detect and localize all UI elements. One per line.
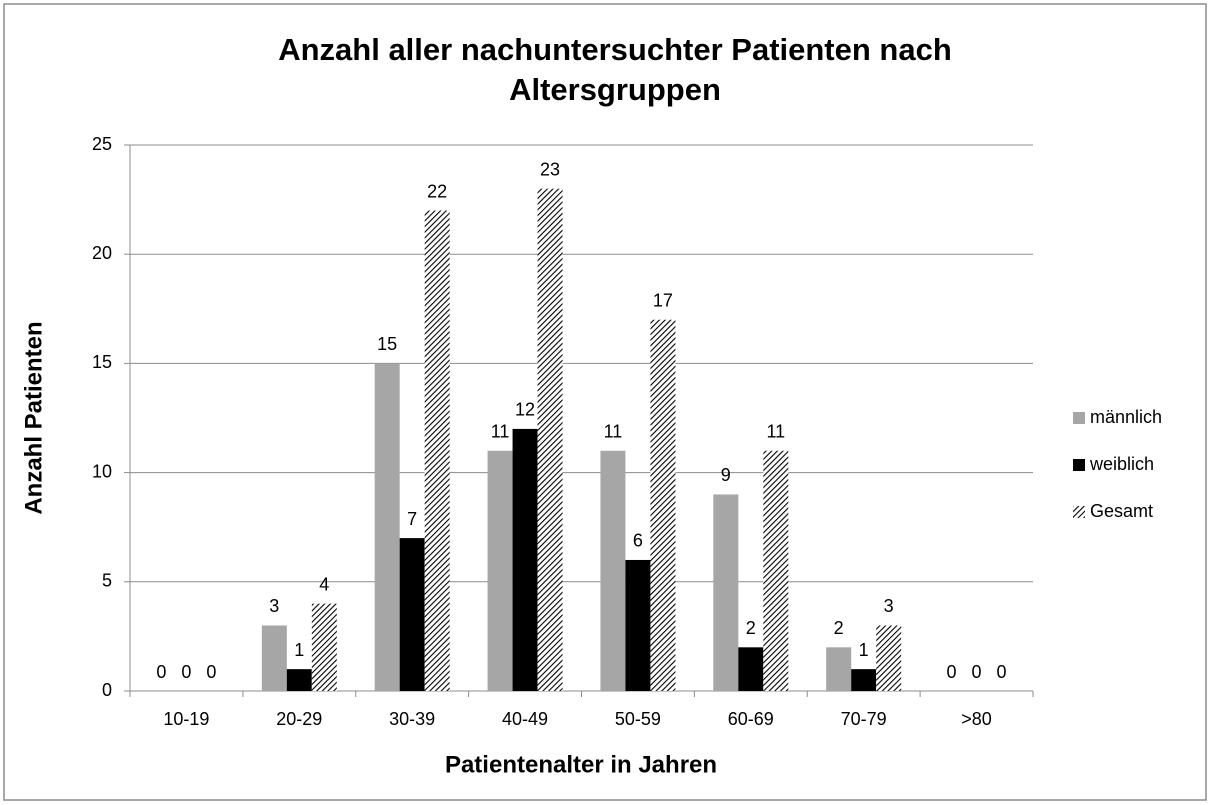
- value-label: 2: [746, 618, 756, 638]
- bar: [261, 625, 287, 691]
- value-label: 0: [181, 662, 191, 682]
- y-axis-label: Anzahl Patienten: [20, 321, 47, 514]
- y-tick-label: 20: [92, 243, 112, 263]
- value-label: 0: [997, 662, 1007, 682]
- value-label: 3: [884, 596, 894, 616]
- legend-label: weiblich: [1089, 454, 1154, 474]
- x-tick-label: 10-19: [163, 709, 209, 729]
- bar: [487, 450, 513, 691]
- bar: [512, 428, 538, 691]
- value-label: 9: [721, 465, 731, 485]
- value-label: 3: [269, 596, 279, 616]
- bar: [876, 625, 902, 691]
- bar: [851, 669, 877, 691]
- value-label: 0: [156, 662, 166, 682]
- legend-swatch: [1073, 412, 1085, 424]
- value-label: 0: [972, 662, 982, 682]
- legend-label: männlich: [1090, 407, 1162, 427]
- value-label: 1: [859, 640, 869, 660]
- value-label: 1: [294, 640, 304, 660]
- y-tick-label: 0: [102, 680, 112, 700]
- x-axis-label: Patientenalter in Jahren: [445, 751, 717, 778]
- value-label: 17: [653, 290, 673, 310]
- value-label: 23: [540, 159, 560, 179]
- x-tick-label: 60-69: [728, 709, 774, 729]
- x-tick-label: >80: [961, 709, 992, 729]
- x-tick-label: 70-79: [841, 709, 887, 729]
- value-label: 4: [319, 574, 329, 594]
- value-label: 15: [377, 334, 397, 354]
- value-label: 11: [766, 422, 785, 442]
- value-label: 6: [633, 531, 643, 551]
- x-tick-label: 30-39: [389, 709, 435, 729]
- value-label: 12: [515, 400, 535, 420]
- x-tick-label: 50-59: [615, 709, 661, 729]
- bar: [600, 450, 626, 691]
- bar: [826, 647, 852, 691]
- bar: [650, 319, 676, 691]
- bar: [374, 363, 400, 691]
- bar: [537, 188, 563, 691]
- bar: [424, 210, 450, 691]
- x-tick-label: 20-29: [276, 709, 322, 729]
- bar: [713, 494, 739, 691]
- legend-label: Gesamt: [1090, 501, 1153, 521]
- bar: [738, 647, 764, 691]
- y-tick-label: 15: [92, 352, 112, 372]
- y-tick-label: 25: [92, 134, 112, 154]
- legend-swatch: [1073, 506, 1085, 518]
- y-tick-label: 5: [102, 571, 112, 591]
- bar: [399, 538, 425, 691]
- value-label: 0: [206, 662, 216, 682]
- value-label: 11: [491, 422, 510, 442]
- value-label: 11: [604, 422, 623, 442]
- value-label: 0: [947, 662, 957, 682]
- bar: [625, 559, 651, 691]
- value-label: 22: [427, 181, 447, 201]
- bar: [763, 450, 789, 691]
- value-label: 2: [834, 618, 844, 638]
- y-tick-label: 10: [92, 461, 112, 481]
- chart-title: Anzahl aller nachuntersuchter Patienten …: [278, 32, 952, 107]
- legend-swatch: [1073, 459, 1085, 471]
- value-label: 7: [407, 509, 417, 529]
- bar: [311, 603, 337, 691]
- bar: [286, 669, 312, 691]
- x-tick-label: 40-49: [502, 709, 548, 729]
